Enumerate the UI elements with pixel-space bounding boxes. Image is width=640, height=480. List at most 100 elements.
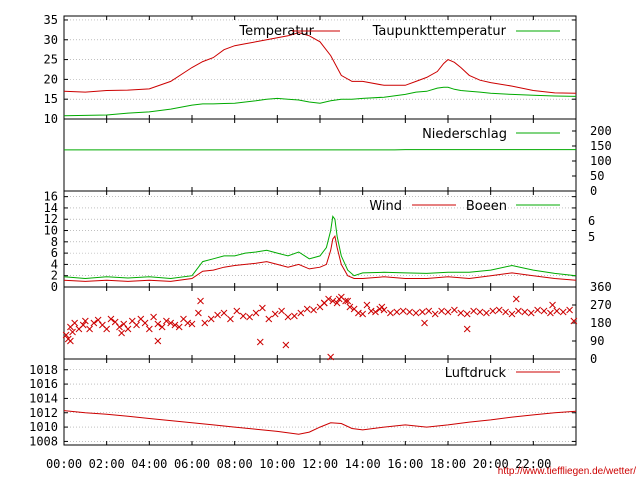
wind-direction-point-stroke xyxy=(145,325,153,333)
wind-direction-point xyxy=(549,301,556,309)
wind-direction-point xyxy=(399,307,407,315)
wind-direction-point xyxy=(197,297,204,305)
wind-direction-point-stroke xyxy=(444,308,452,316)
wind-direction-point-stroke xyxy=(207,315,215,323)
wind-direction-point xyxy=(521,308,529,316)
wind-direction-point-stroke xyxy=(150,313,157,321)
wind-direction-point xyxy=(431,310,439,318)
wind-direction-point xyxy=(483,309,490,317)
wind-direction-point xyxy=(359,310,367,318)
wind-direction-point xyxy=(227,315,234,323)
wind-direction-point xyxy=(425,307,433,315)
wind-direction-point xyxy=(116,323,123,331)
y-tick-label-right: 150 xyxy=(590,139,612,153)
wind-direction-point xyxy=(150,313,157,321)
wind-direction-point-stroke xyxy=(154,337,162,345)
y-tick-label-right: 90 xyxy=(590,334,604,348)
wind-direction-point-stroke xyxy=(342,297,349,305)
wind-direction-point-stroke xyxy=(141,319,149,327)
wind-direction-point-stroke xyxy=(197,297,204,305)
y-tick-label-right: 0 xyxy=(590,352,597,366)
wind-direction-point xyxy=(378,303,386,311)
wind-direction-point-stroke xyxy=(327,353,335,361)
legend-label-boeen: Boeen xyxy=(466,199,507,214)
wind-direction-point-stroke xyxy=(431,310,439,318)
x-tick-label: 04:00 xyxy=(131,457,167,471)
wind-direction-point xyxy=(512,295,520,303)
wind-direction-point xyxy=(559,308,567,316)
series-line-luftdruck xyxy=(63,410,577,435)
wind-direction-point xyxy=(214,311,221,319)
wind-direction-point-stroke xyxy=(158,323,166,331)
wind-direction-point-stroke xyxy=(120,320,128,328)
wind-direction-point-stroke xyxy=(81,317,89,325)
wind-direction-point xyxy=(363,301,371,309)
wind-direction-point xyxy=(158,323,166,331)
y-tick-label: 1014 xyxy=(29,391,58,405)
wind-direction-point xyxy=(259,304,266,312)
wind-direction-point xyxy=(118,329,125,337)
wind-direction-point xyxy=(393,308,401,316)
wind-direction-point xyxy=(406,308,413,316)
wind-direction-point-stroke xyxy=(163,317,170,325)
wind-direction-point-stroke xyxy=(344,297,352,305)
wind-direction-point xyxy=(188,320,196,328)
wind-direction-point xyxy=(163,317,170,325)
wind-direction-point-stroke xyxy=(540,307,548,315)
wind-direction-point-stroke xyxy=(380,306,388,314)
wind-direction-point xyxy=(175,323,183,331)
wind-direction-point-stroke xyxy=(220,309,228,317)
wind-direction-point-stroke xyxy=(118,329,125,337)
wind-direction-point xyxy=(67,337,74,345)
wind-direction-point xyxy=(515,307,522,315)
wind-direction-point xyxy=(207,315,215,323)
wind-direction-point xyxy=(256,338,264,346)
axis-ticks: 1015202530350501001502000246810121416560… xyxy=(29,13,612,471)
wind-direction-point-stroke xyxy=(71,319,79,327)
wind-direction-point-stroke xyxy=(116,323,123,331)
wind-direction-point xyxy=(233,307,241,315)
wind-direction-point xyxy=(495,306,503,314)
wind-direction-point-stroke xyxy=(124,325,132,333)
y-tick-label-right: 270 xyxy=(590,298,612,312)
wind-direction-point xyxy=(90,319,98,327)
y-tick-label: 10 xyxy=(44,224,58,238)
wind-direction-point-stroke xyxy=(320,299,328,307)
y-tick-label: 1008 xyxy=(29,434,58,448)
y-tick-label: 6 xyxy=(51,246,58,260)
series-line-temperatur xyxy=(63,32,577,94)
wind-direction-point xyxy=(167,319,175,327)
wind-direction-point-stroke xyxy=(188,320,196,328)
wind-direction-point-stroke xyxy=(214,311,221,319)
wind-direction-point-stroke xyxy=(107,315,115,323)
x-tick-label: 12:00 xyxy=(302,457,338,471)
wind-direction-point xyxy=(310,306,317,314)
wind-direction-point-stroke xyxy=(282,341,290,349)
wind-direction-point-stroke xyxy=(502,308,509,316)
grid-lines xyxy=(64,19,576,442)
wind-direction-point-stroke xyxy=(372,308,379,316)
wind-direction-point-stroke xyxy=(470,307,477,315)
wind-direction-point-stroke xyxy=(333,299,341,307)
wind-direction-point-stroke xyxy=(246,313,253,321)
y-tick-label: 35 xyxy=(44,13,58,27)
wind-direction-point-stroke xyxy=(350,305,358,313)
wind-direction-point-stroke xyxy=(570,317,578,325)
wind-direction-point xyxy=(291,312,298,320)
wind-direction-point xyxy=(133,321,140,329)
wind-direction-point xyxy=(444,308,452,316)
wind-direction-point xyxy=(355,309,362,317)
wind-direction-point xyxy=(333,299,341,307)
legend-label-niederschlag: Niederschlag xyxy=(422,127,507,142)
wind-direction-point xyxy=(380,306,388,314)
data-marks xyxy=(62,32,578,435)
wind-direction-point-stroke xyxy=(521,308,529,316)
wind-direction-point-stroke xyxy=(201,319,209,327)
wind-direction-point xyxy=(463,310,471,318)
wind-direction-point xyxy=(327,353,335,361)
wind-direction-point-stroke xyxy=(463,325,471,333)
wind-direction-point-stroke xyxy=(67,337,74,345)
y-tick-label: 15 xyxy=(44,92,58,106)
y-tick-label: 16 xyxy=(44,190,58,204)
wind-direction-point xyxy=(265,315,273,323)
